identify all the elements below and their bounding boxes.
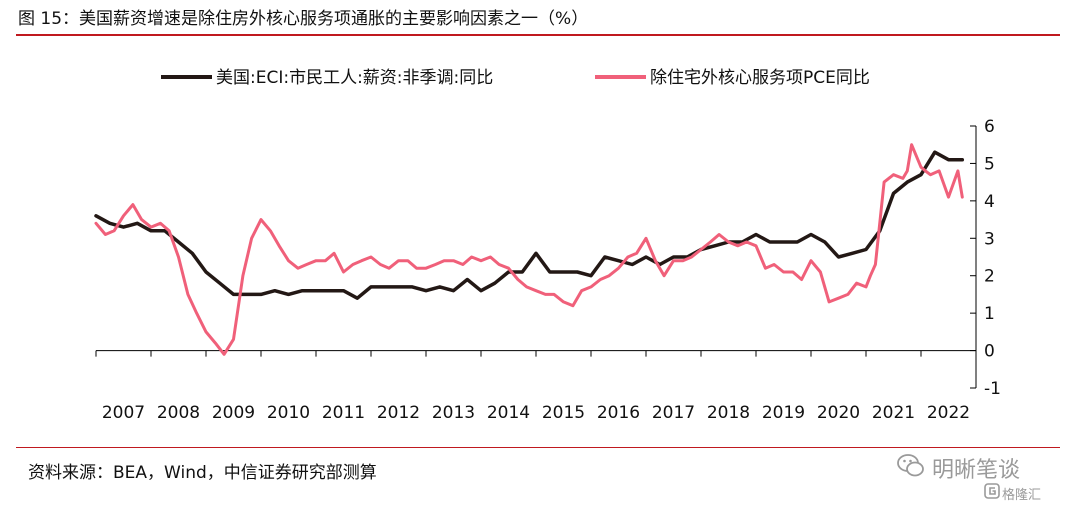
axes: 2007 2008 2009 2010 2011 2012 2013 2014 2015 2016… (95, 117, 1001, 423)
x-tick-label: 2009 (212, 403, 255, 423)
x-tick-label: 2018 (707, 403, 750, 423)
legend: 美国:ECI:市民工人:薪资:非季调:同比 除住宅外核心服务项PCE同比 (161, 68, 870, 88)
legend-label-pce: 除住宅外核心服务项PCE同比 (650, 68, 870, 88)
x-tick-label: 2022 (927, 403, 970, 423)
x-tick-label: 2011 (322, 403, 365, 423)
y-tick-label: 5 (984, 154, 995, 174)
y-tick-label: 4 (984, 192, 995, 212)
x-tick-label: 2013 (432, 403, 475, 423)
source-note: 资料来源：BEA，Wind，中信证券研究部测算 (28, 463, 377, 483)
x-tick-label: 2021 (872, 403, 915, 423)
y-tick-label: -1 (984, 379, 1001, 399)
x-tick-label: 2008 (157, 403, 200, 423)
x-tick-label: 2014 (487, 403, 530, 423)
x-tick-label: 2015 (542, 403, 585, 423)
y-tick-label: 1 (984, 304, 995, 324)
top-divider (16, 34, 1060, 36)
x-tick-label: 2019 (762, 403, 805, 423)
series-line-pce (94, 143, 964, 356)
x-tick-label: 2007 (102, 403, 145, 423)
chart-title: 图 15：美国薪资增速是除住房外核心服务项通胀的主要影响因素之一（%） (18, 9, 589, 29)
x-tick-label: 2010 (267, 403, 310, 423)
series-line-eci (94, 150, 965, 300)
x-tick-label: 2017 (652, 403, 695, 423)
x-tick-label: 2016 (597, 403, 640, 423)
line-chart: 美国:ECI:市民工人:薪资:非季调:同比 除住宅外核心服务项PCE同比 200… (94, 68, 1001, 423)
y-tick-label: 3 (984, 229, 995, 249)
watermark-brand: 明晰笔谈 (932, 458, 1021, 483)
y-tick-label: 2 (984, 267, 995, 287)
bottom-divider (16, 447, 1060, 448)
gelonghui-logo-icon (984, 483, 1000, 499)
watermark-brand-sub: 格隆汇 (1002, 488, 1042, 503)
y-tick-label: 6 (984, 117, 995, 137)
wechat-icon (897, 454, 924, 477)
legend-label-eci: 美国:ECI:市民工人:薪资:非季调:同比 (216, 68, 493, 88)
y-tick-label: 0 (984, 342, 995, 362)
x-tick-label: 2012 (377, 403, 420, 423)
series-lines (94, 143, 965, 356)
x-tick-label: 2020 (817, 403, 860, 423)
